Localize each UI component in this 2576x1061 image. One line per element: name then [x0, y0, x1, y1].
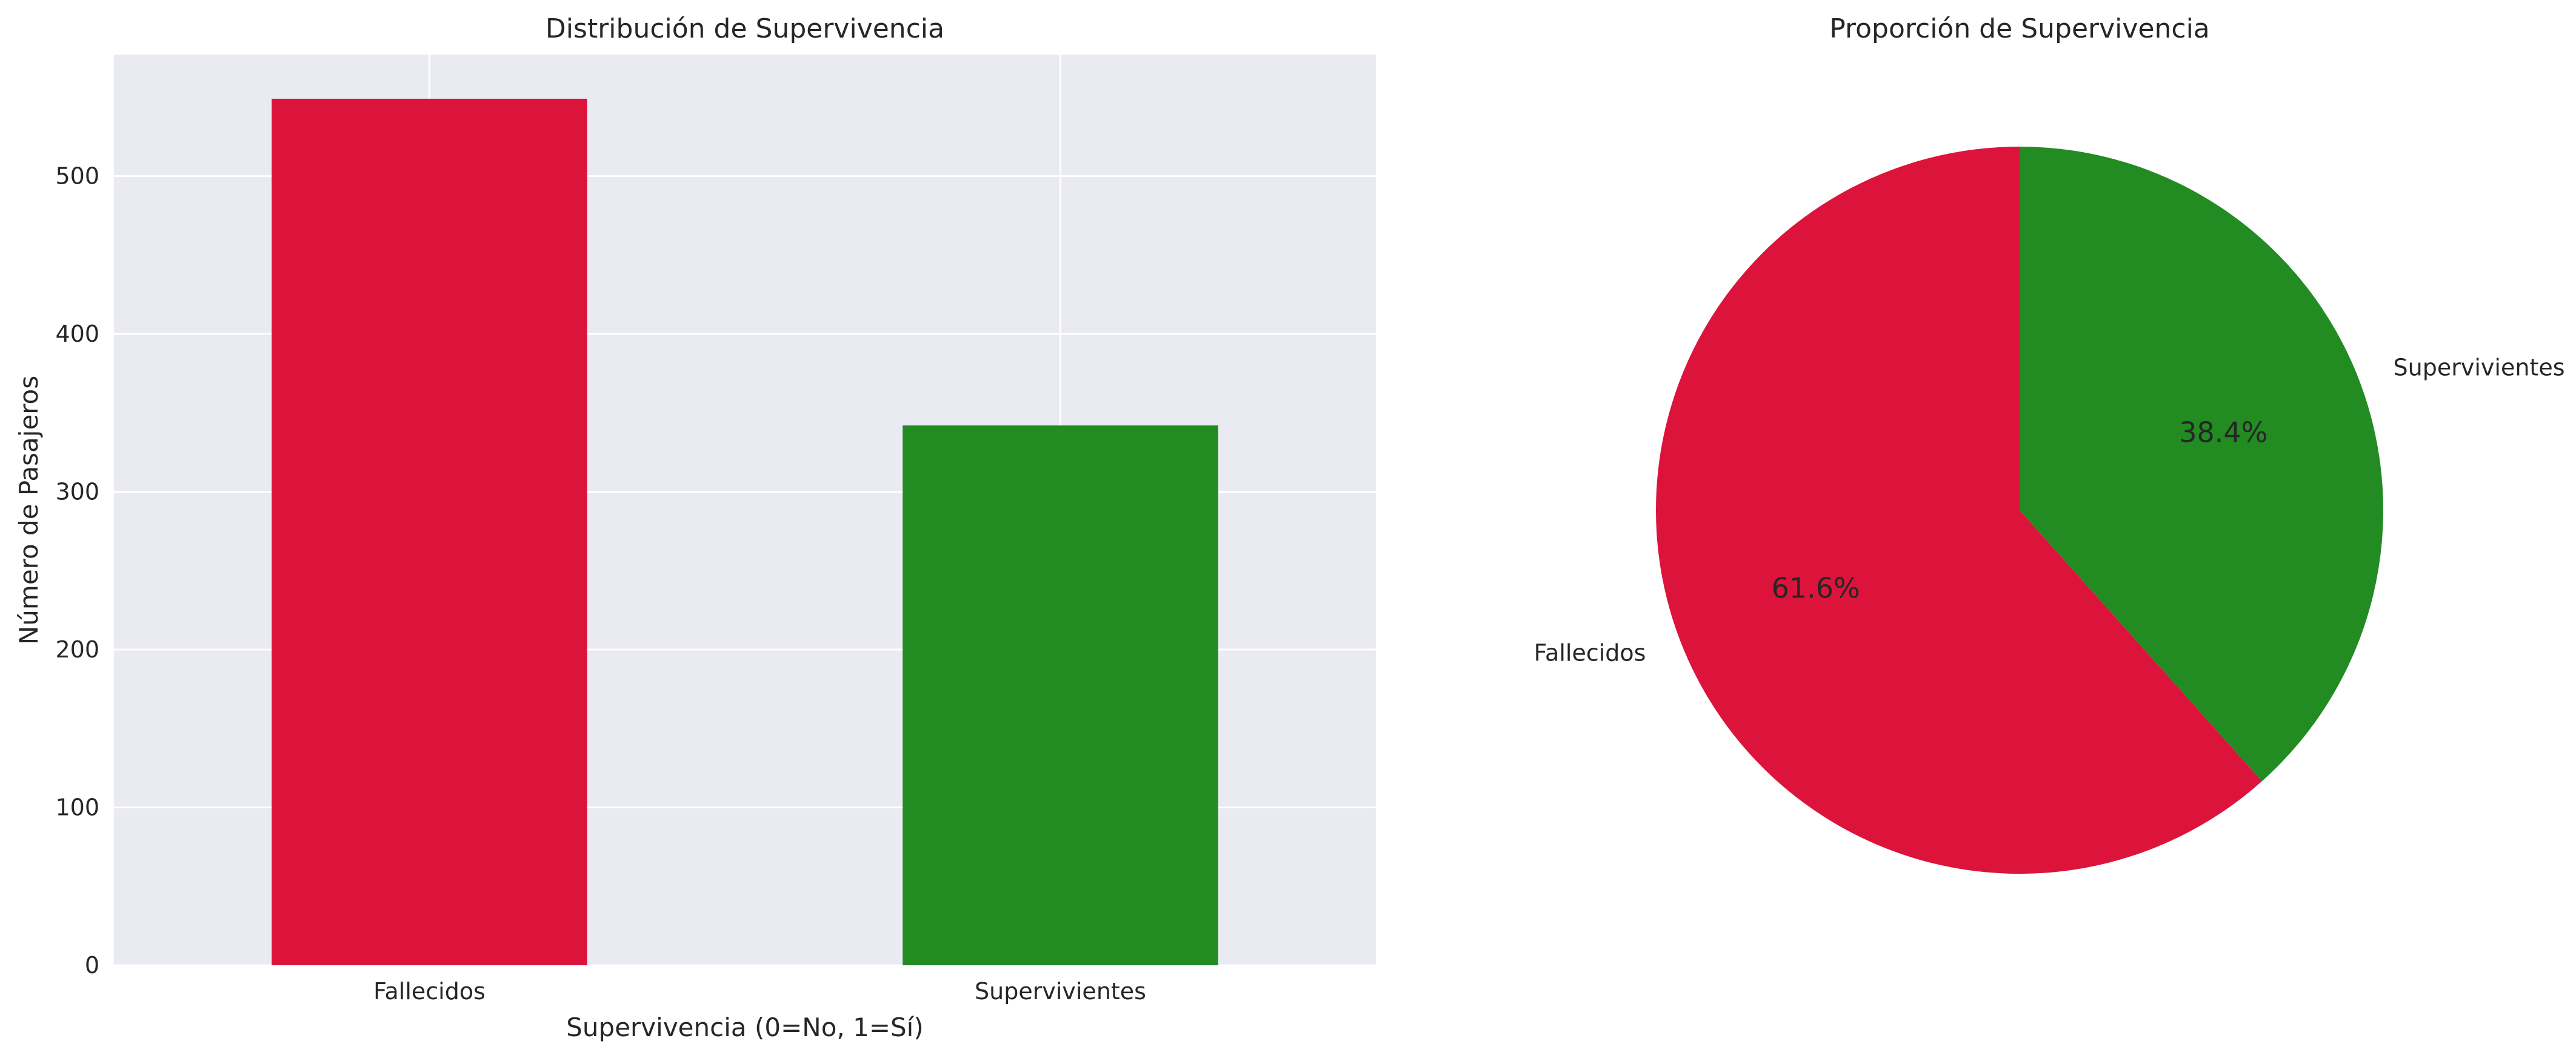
bar-y-tick-label: 100 — [55, 794, 99, 821]
pie-slice-supervivientes — [2020, 147, 2384, 782]
bar-fallecidos — [272, 98, 587, 965]
bar-marks — [272, 98, 1218, 965]
bar-supervivientes — [903, 425, 1218, 965]
bar-y-tick-label: 400 — [55, 321, 99, 347]
bar-y-tick-label: 300 — [55, 479, 99, 505]
bar-x-tick-label: Supervivientes — [975, 978, 1146, 1005]
pie-category-label: Supervivientes — [2394, 354, 2565, 381]
pie-chart: Proporción de Supervivencia Fallecidos 61… — [1534, 13, 2565, 874]
bar-chart-title: Distribución de Supervivencia — [546, 13, 944, 44]
pie-category-label: Fallecidos — [1534, 640, 1646, 667]
pie-slices — [1656, 147, 2384, 874]
pie-labels: Fallecidos 61.6% Supervivientes 38.4% — [1534, 354, 2565, 666]
bar-y-tick-label: 500 — [55, 163, 99, 190]
bar-y-tick-label: 0 — [85, 952, 99, 979]
bar-y-tick-label: 200 — [55, 636, 99, 663]
bar-y-axis-label: Número de Pasajeros — [14, 376, 44, 645]
pie-percent-label: 38.4% — [2179, 416, 2267, 449]
bar-x-axis-label: Supervivencia (0=No, 1=Sí) — [566, 1013, 923, 1042]
pie-percent-label: 61.6% — [1772, 571, 1860, 604]
bar-y-tick-labels: 0 100 200 300 400 500 — [55, 163, 99, 979]
pie-slice-fallecidos — [1656, 147, 2263, 874]
bar-x-tick-labels: Fallecidos Supervivientes — [373, 978, 1146, 1005]
pie-chart-title: Proporción de Supervivencia — [1829, 13, 2210, 44]
bar-chart: 0 100 200 300 400 500 Fallecidos Superviviente… — [14, 13, 1376, 1042]
bar-x-tick-label: Fallecidos — [373, 978, 486, 1005]
